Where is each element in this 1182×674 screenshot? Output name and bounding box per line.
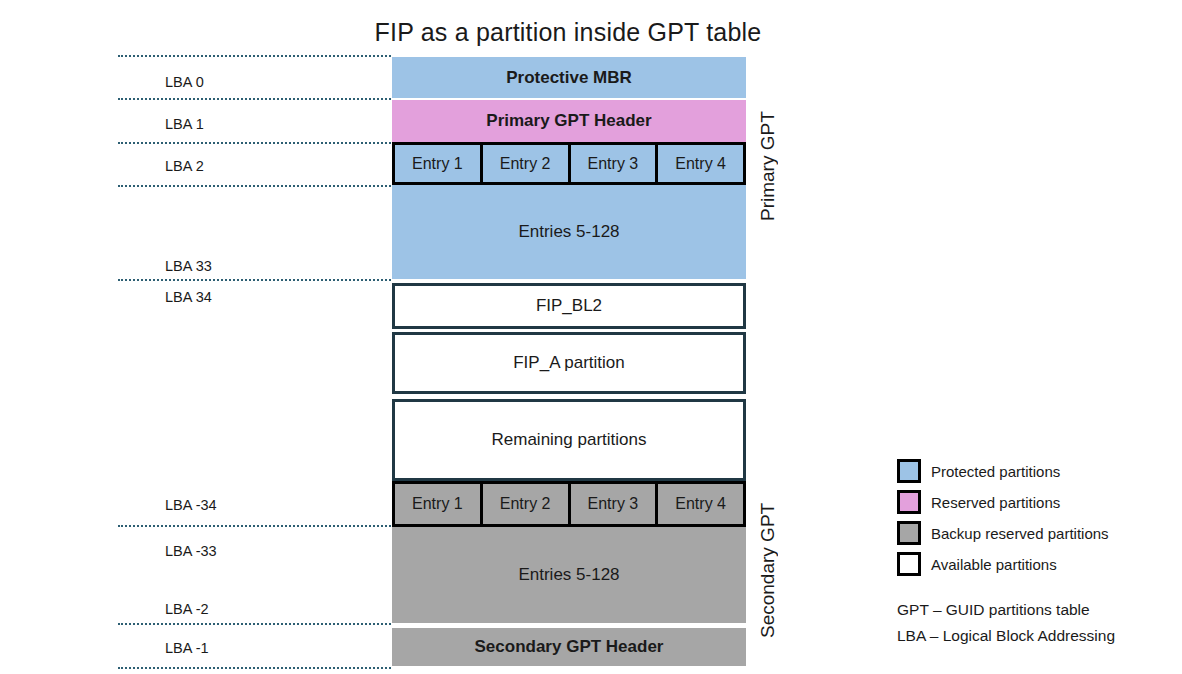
lba-label-n33: LBA -33 xyxy=(165,543,217,559)
lba-label-33: LBA 33 xyxy=(165,258,212,274)
secondary-entry-3: Entry 3 xyxy=(571,484,659,524)
primary-entry-row: Entry 1 Entry 2 Entry 3 Entry 4 xyxy=(392,142,746,185)
secondary-entry-2: Entry 2 xyxy=(483,484,571,524)
side-label-secondary-gpt: Secondary GPT xyxy=(754,484,782,656)
backup-color-swatch xyxy=(897,521,921,545)
primary-entry-1: Entry 1 xyxy=(395,145,483,182)
block-secondary-gpt-header: Secondary GPT Header xyxy=(392,628,746,666)
protected-color-swatch xyxy=(897,459,921,483)
dotted-line xyxy=(118,55,391,57)
legend: Protected partitions Reserved partitions… xyxy=(897,459,1109,583)
legend-label: Available partitions xyxy=(931,556,1057,573)
primary-entry-3: Entry 3 xyxy=(571,145,659,182)
dotted-line xyxy=(118,667,391,669)
secondary-entry-1: Entry 1 xyxy=(395,484,483,524)
lba-label-2: LBA 2 xyxy=(165,158,204,174)
dotted-line xyxy=(118,525,391,527)
block-protective-mbr: Protective MBR xyxy=(392,57,746,98)
abbrev-lba: LBA – Logical Block Addressing xyxy=(897,627,1115,645)
lba-label-n34: LBA -34 xyxy=(165,497,217,513)
block-primary-gpt-header: Primary GPT Header xyxy=(392,100,746,142)
block-secondary-entries-5-128: Entries 5-128 xyxy=(392,527,746,623)
diagram-canvas: FIP as a partition inside GPT table LBA … xyxy=(0,0,1182,674)
legend-label: Backup reserved partitions xyxy=(931,525,1109,542)
primary-entry-2: Entry 2 xyxy=(483,145,571,182)
primary-entry-4: Entry 4 xyxy=(658,145,743,182)
legend-label: Protected partitions xyxy=(931,463,1060,480)
block-fip-a-partition: FIP_A partition xyxy=(392,332,746,394)
diagram-title: FIP as a partition inside GPT table xyxy=(168,18,968,47)
legend-item-available: Available partitions xyxy=(897,552,1109,576)
block-primary-entries-5-128: Entries 5-128 xyxy=(392,185,746,279)
available-color-swatch xyxy=(897,552,921,576)
block-fip-bl2: FIP_BL2 xyxy=(392,283,746,329)
dotted-line xyxy=(118,98,391,100)
legend-item-reserved: Reserved partitions xyxy=(897,490,1109,514)
legend-label: Reserved partitions xyxy=(931,494,1060,511)
legend-item-backup: Backup reserved partitions xyxy=(897,521,1109,545)
secondary-entry-row: Entry 1 Entry 2 Entry 3 Entry 4 xyxy=(392,481,746,527)
lba-label-34: LBA 34 xyxy=(165,289,212,305)
abbrev-gpt: GPT – GUID partitions table xyxy=(897,601,1090,619)
dotted-line xyxy=(118,279,391,281)
side-label-primary-gpt: Primary GPT xyxy=(754,96,782,236)
legend-item-protected: Protected partitions xyxy=(897,459,1109,483)
block-remaining-partitions: Remaining partitions xyxy=(392,399,746,481)
reserved-color-swatch xyxy=(897,490,921,514)
lba-label-0: LBA 0 xyxy=(165,74,204,90)
dotted-line xyxy=(118,142,391,144)
dotted-line xyxy=(118,185,391,187)
dotted-line xyxy=(118,623,391,625)
lba-label-1: LBA 1 xyxy=(165,116,204,132)
lba-label-n2: LBA -2 xyxy=(165,601,209,617)
secondary-entry-4: Entry 4 xyxy=(658,484,743,524)
lba-label-n1: LBA -1 xyxy=(165,640,209,656)
